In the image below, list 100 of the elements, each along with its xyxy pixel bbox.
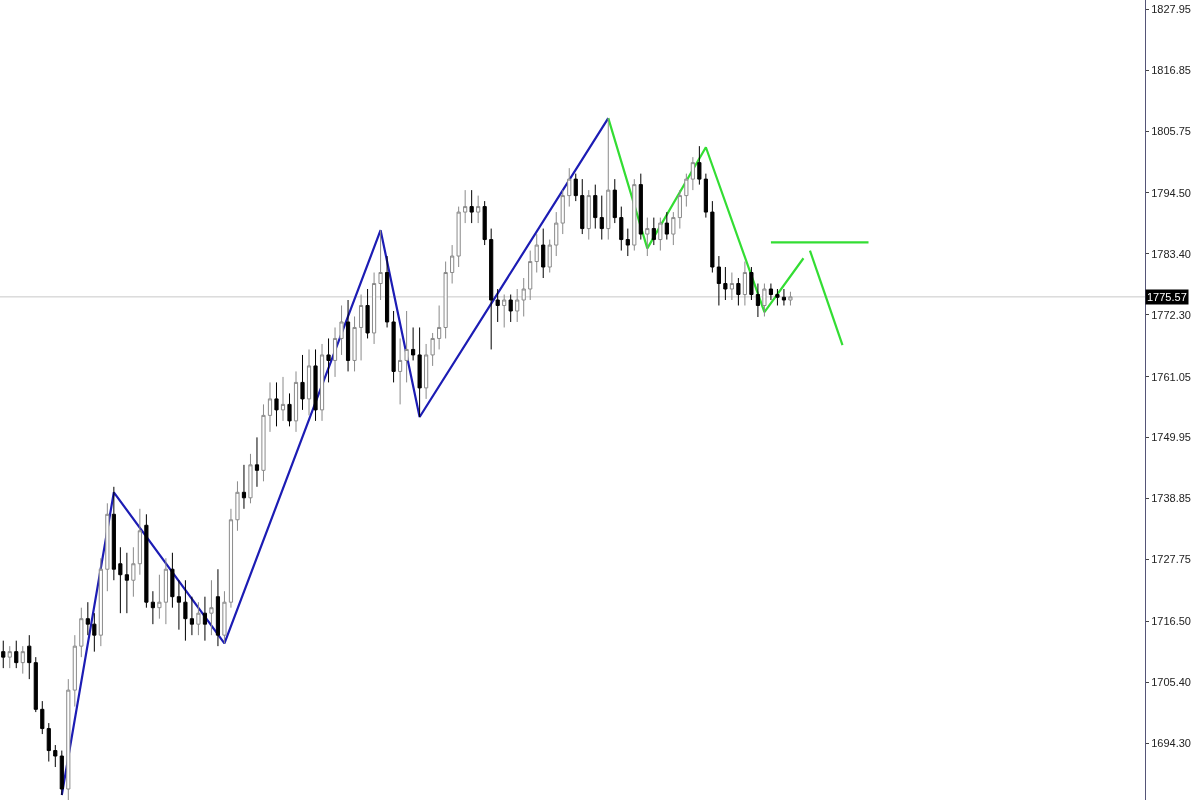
candlestick <box>150 590 155 625</box>
candlestick <box>371 272 377 345</box>
candlestick <box>345 299 351 372</box>
candlestick <box>619 206 624 252</box>
candlestick <box>53 744 58 768</box>
y-tick-label: 1738.85 <box>1151 492 1191 505</box>
y-tick-label: 1716.50 <box>1151 615 1191 628</box>
candlestick <box>228 508 234 609</box>
candlestick <box>612 178 617 224</box>
candlestick <box>716 255 721 306</box>
candlestick <box>105 502 110 592</box>
candlestick <box>482 200 487 246</box>
candlestick <box>157 574 162 620</box>
candlestick <box>319 343 325 422</box>
candlestick <box>300 354 305 411</box>
candlestick <box>437 304 442 350</box>
candlestick <box>534 233 539 274</box>
candlestick <box>671 211 676 246</box>
candlestick <box>79 607 84 658</box>
candlestick <box>358 294 364 361</box>
candlestick <box>209 579 214 636</box>
candlestick <box>651 217 656 246</box>
candlestick <box>489 228 494 350</box>
candlestick <box>690 156 695 191</box>
candlestick <box>189 596 195 636</box>
candlestick <box>677 189 682 230</box>
candlestick <box>664 211 669 241</box>
candlestick <box>280 376 286 422</box>
y-tick-label: 1694.30 <box>1151 737 1191 750</box>
candlestick <box>72 634 77 708</box>
y-tick-label: 1805.75 <box>1151 124 1191 137</box>
candlestick <box>781 288 787 306</box>
candlestick <box>339 304 344 356</box>
candlestick <box>176 579 181 631</box>
candlestick <box>697 145 702 186</box>
candlestick <box>450 244 455 285</box>
candlestick <box>287 392 292 427</box>
candlestick <box>684 173 689 208</box>
y-tick-label: 1772.30 <box>1151 308 1191 321</box>
candlestick <box>710 200 715 274</box>
candlestick <box>124 552 129 614</box>
y-tick-label: 1794.50 <box>1151 186 1191 199</box>
y-tick-label: 1749.95 <box>1151 431 1191 444</box>
candlestick <box>248 453 253 504</box>
candlestick <box>254 436 260 488</box>
candlestick <box>788 291 793 306</box>
candlestick <box>59 750 64 796</box>
candlestick <box>645 217 650 257</box>
candlestick <box>391 310 396 383</box>
candlestick <box>521 277 526 317</box>
y-tick-label: 1727.75 <box>1151 553 1191 566</box>
candlestick <box>560 189 565 235</box>
candlestick <box>293 370 299 433</box>
candlestick <box>215 568 221 647</box>
candlestick <box>580 178 585 235</box>
line-series <box>60 117 610 797</box>
line-series <box>607 117 805 314</box>
candlestick <box>463 189 468 224</box>
candlestick <box>183 579 188 642</box>
candlestick <box>1 640 6 669</box>
candlestick <box>638 173 643 241</box>
candlestick <box>163 557 168 625</box>
candlestick <box>404 310 409 383</box>
candlestick <box>352 315 357 372</box>
candlestick <box>33 656 38 713</box>
candlestick <box>85 601 90 636</box>
candlestick <box>729 272 734 301</box>
candlestick <box>430 332 435 367</box>
candlestick <box>274 381 279 427</box>
candlestick <box>703 173 708 219</box>
candlestick <box>7 645 12 669</box>
candlestick <box>40 700 45 735</box>
y-tick-label: 1816.85 <box>1151 63 1191 76</box>
candlestick <box>14 640 19 669</box>
candlestick <box>118 546 123 614</box>
candlestick <box>469 189 474 224</box>
candlestick <box>443 261 448 339</box>
candlestick <box>398 337 403 405</box>
candlestick <box>332 326 338 378</box>
candlestick <box>92 612 97 653</box>
y-tick-label: 1705.40 <box>1151 676 1191 689</box>
y-tick-label: 1827.95 <box>1151 2 1191 15</box>
candlestick <box>131 546 136 598</box>
candlestick <box>267 381 273 433</box>
candlestick <box>547 239 552 274</box>
y-tick-label: 1761.05 <box>1151 370 1191 383</box>
candlestick <box>202 596 208 642</box>
candlestick <box>723 266 728 301</box>
candlestick <box>456 206 461 268</box>
candlestick <box>625 228 630 257</box>
candlestick <box>573 173 578 202</box>
candlestick <box>508 294 513 323</box>
candlestick <box>775 288 780 306</box>
candlestick <box>599 195 604 241</box>
candlestick <box>749 266 754 301</box>
candlestick <box>313 348 318 422</box>
candlestick <box>222 590 227 644</box>
candlestick <box>365 288 370 339</box>
candlestick <box>20 645 25 675</box>
candlestick <box>554 211 559 257</box>
